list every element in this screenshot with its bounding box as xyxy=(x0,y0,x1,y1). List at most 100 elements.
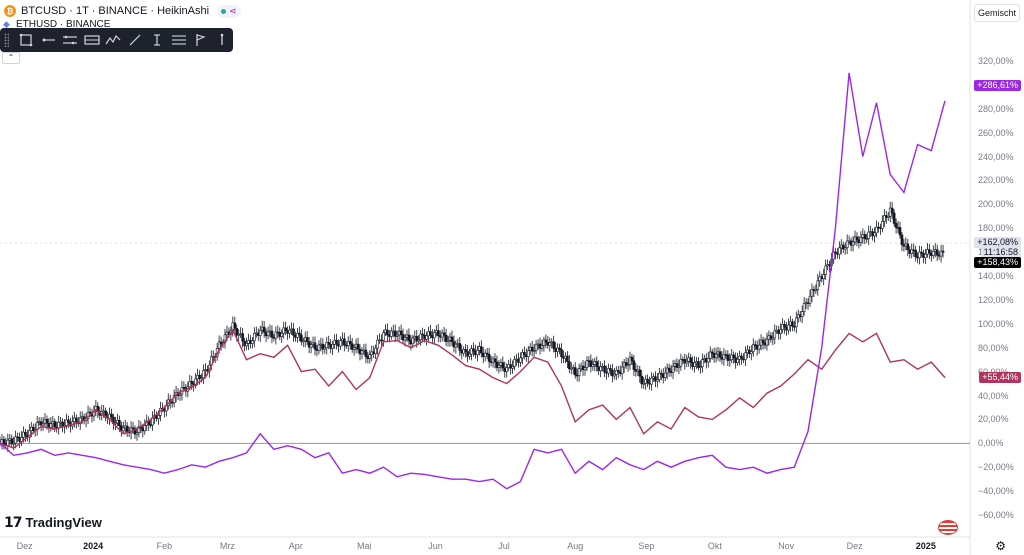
candle-body xyxy=(313,342,317,350)
trend-line-tool-button[interactable] xyxy=(124,30,146,50)
drawing-toolbar[interactable] xyxy=(0,28,233,52)
candle-body xyxy=(859,237,863,243)
cursor-text-tool-button[interactable] xyxy=(146,30,168,50)
candle-body xyxy=(274,331,278,339)
candle-body xyxy=(382,332,385,341)
price-range-tool-button[interactable] xyxy=(81,30,103,50)
candle-body xyxy=(544,339,548,343)
candle-body xyxy=(217,341,221,349)
candle-body xyxy=(241,333,244,342)
symbol-header[interactable]: ₿ BTCUSD · 1T · BINANCE · HeikinAshi ⋖ xyxy=(0,0,241,22)
rectangle-icon xyxy=(20,33,33,47)
candle-body xyxy=(609,368,612,371)
candle-body xyxy=(137,426,141,434)
us-flag-icon[interactable] xyxy=(938,520,958,535)
scale-mode-button[interactable]: Gemischt xyxy=(974,4,1020,22)
symbol-title[interactable]: BTCUSD · 1T · BINANCE · HeikinAshi xyxy=(21,5,210,17)
candle-body xyxy=(118,419,121,426)
candle-body xyxy=(630,356,634,362)
candle-body xyxy=(450,336,454,343)
candle-body xyxy=(851,241,855,246)
candle-body xyxy=(75,417,78,423)
x-tick-label: Sep xyxy=(638,541,655,551)
candle-body xyxy=(728,359,732,361)
candle-body xyxy=(532,350,536,352)
gear-icon[interactable]: ⚙ xyxy=(995,539,1006,553)
candle-body xyxy=(157,415,160,419)
fib-tool-button[interactable] xyxy=(168,30,190,50)
flag-marker-icon xyxy=(196,34,206,46)
candle-body xyxy=(663,372,667,378)
candle-body xyxy=(348,340,352,344)
candle-body xyxy=(708,351,712,359)
candle-body xyxy=(757,344,761,350)
candle-body xyxy=(693,362,696,367)
btc-candles xyxy=(0,201,945,453)
candle-body xyxy=(356,343,360,350)
candle-body xyxy=(615,370,618,375)
candle-body xyxy=(701,359,704,367)
flag-tool-button[interactable] xyxy=(189,30,211,50)
candle-body xyxy=(931,250,935,256)
more-tools-button[interactable] xyxy=(211,30,233,50)
candle-body xyxy=(352,347,356,350)
candle-body xyxy=(552,341,555,349)
candle-body xyxy=(865,238,869,240)
candle-body xyxy=(335,339,338,345)
candle-body xyxy=(280,332,284,337)
x-tick-label: Jul xyxy=(498,541,510,551)
horizontal-ray-tool-button[interactable] xyxy=(37,30,59,50)
chevron-up-icon: ⌃ xyxy=(7,53,15,62)
drag-handle-icon[interactable] xyxy=(4,33,10,47)
x-tick-label: Dez xyxy=(846,541,863,551)
y-tick-label: −60,00% xyxy=(978,510,1014,521)
path-icon xyxy=(105,34,121,45)
candle-body xyxy=(110,413,113,418)
candle-body xyxy=(403,337,407,341)
candle-body xyxy=(697,361,700,368)
candle-body xyxy=(838,247,841,255)
candle-body xyxy=(390,330,393,337)
price-tag: +162,08% xyxy=(974,237,1021,248)
candle-body xyxy=(483,352,487,357)
x-tick-label: Mai xyxy=(357,541,372,551)
candle-body xyxy=(530,346,534,352)
compare-symbol-header[interactable]: ◆ ETHUSD · BINANCE xyxy=(3,19,110,30)
candle-body xyxy=(513,359,516,367)
candle-body xyxy=(526,350,530,358)
candle-body xyxy=(599,366,602,371)
candle-body xyxy=(918,251,921,259)
candle-body xyxy=(121,427,125,432)
candle-body xyxy=(736,358,739,363)
candle-body xyxy=(411,337,415,345)
status-pill[interactable]: ⋖ xyxy=(217,4,241,18)
candle-body xyxy=(892,212,896,224)
rectangle-tool-button[interactable] xyxy=(15,30,37,50)
candle-body xyxy=(14,436,17,444)
candle-body xyxy=(568,361,571,370)
candle-body xyxy=(407,334,411,341)
candle-body xyxy=(573,367,577,376)
collapse-legend-button[interactable]: ⌃ xyxy=(2,52,20,64)
candle-body xyxy=(296,332,299,338)
candle-body xyxy=(816,280,820,290)
candle-body xyxy=(323,347,327,350)
candle-body xyxy=(910,249,914,254)
candle-body xyxy=(458,343,462,351)
candle-body xyxy=(624,362,628,366)
candle-body xyxy=(364,349,368,357)
candle-body xyxy=(429,331,432,336)
candle-body xyxy=(245,343,248,347)
candle-body xyxy=(941,250,945,253)
candle-body xyxy=(732,354,735,359)
candle-body xyxy=(480,346,483,354)
candle-body xyxy=(339,340,342,347)
candle-body xyxy=(317,344,321,351)
tradingview-logo[interactable]: 𝟭𝟳 TradingView xyxy=(4,514,102,531)
candle-body xyxy=(750,351,753,354)
candle-body xyxy=(476,349,479,356)
path-tool-button[interactable] xyxy=(102,30,124,50)
parallel-channel-tool-button[interactable] xyxy=(59,30,81,50)
x-tick-label: 2024 xyxy=(83,541,104,551)
